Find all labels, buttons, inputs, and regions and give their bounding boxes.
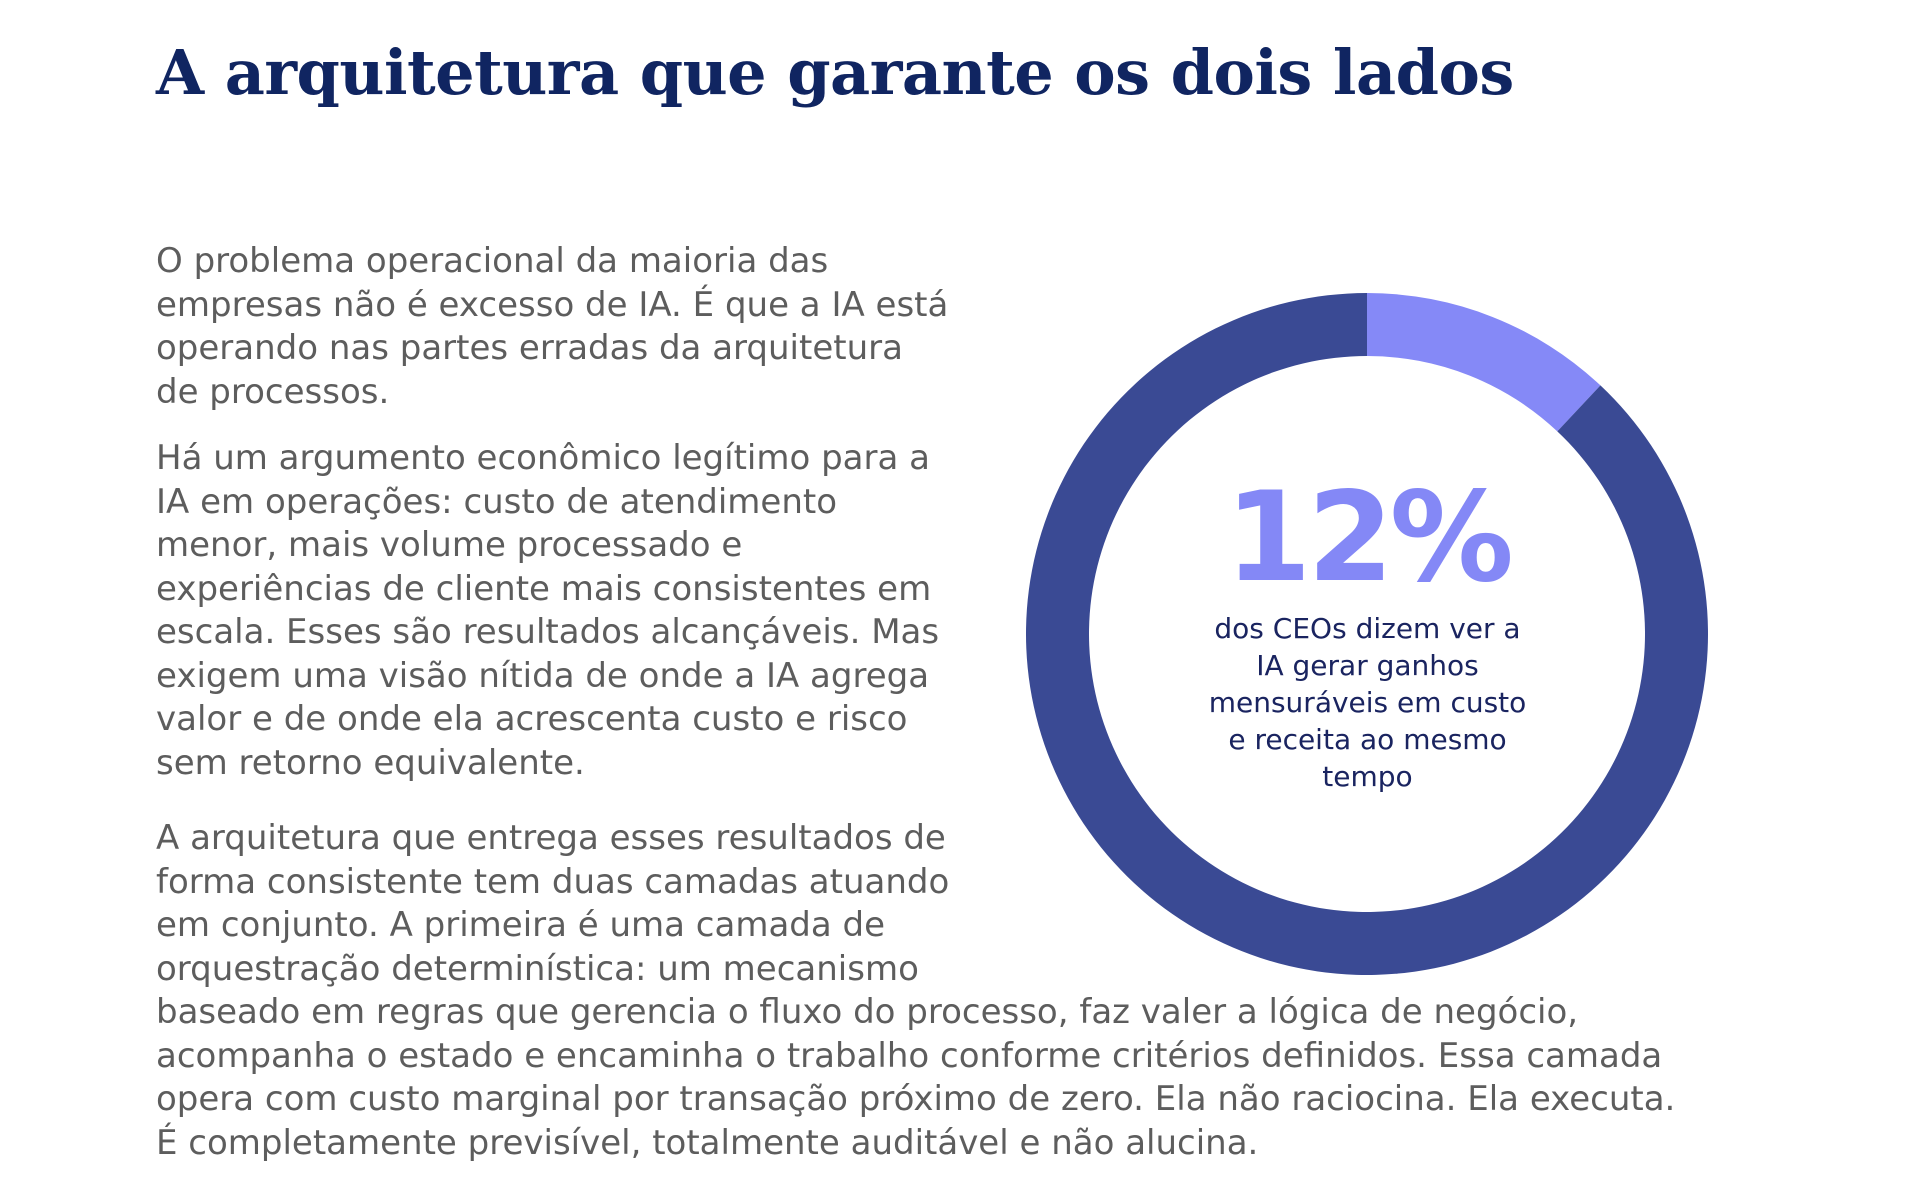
paragraph-line: orquestração determinística: um mecanism… bbox=[156, 948, 919, 989]
paragraph-line: forma consistente tem duas camadas atuan… bbox=[156, 861, 950, 902]
paragraph-line: opera com custo marginal por transação p… bbox=[156, 1079, 1676, 1119]
paragraph-line: exigem uma visão nítida de onde a IA agr… bbox=[156, 655, 930, 696]
paragraph-line: menor, mais volume processado e bbox=[156, 525, 743, 565]
stat-value: 12% bbox=[1225, 466, 1514, 610]
stat-caption-line: mensuráveis em custo bbox=[1208, 686, 1527, 719]
paragraph-problem: O problema operacional da maioria das em… bbox=[156, 240, 976, 414]
paragraph-line: escala. Esses são resultados alcançáveis… bbox=[156, 612, 940, 652]
paragraph-line: experiências de cliente mais consistente… bbox=[156, 568, 932, 609]
page-title: A arquitetura que garante os dois lados bbox=[156, 36, 1514, 109]
paragraph-line: A arquitetura que entrega esses resultad… bbox=[156, 818, 946, 858]
paragraph-line: valor e de onde ela acrescenta custo e r… bbox=[156, 699, 908, 739]
paragraph-line: baseado em regras que gerencia o fluxo d… bbox=[156, 992, 1579, 1032]
paragraph-architecture: A arquitetura que entrega esses resultad… bbox=[156, 817, 1756, 1165]
stat-caption: dos CEOs dizem ver a IA gerar ganhos men… bbox=[1140, 610, 1595, 795]
paragraph-line: em conjunto. A primeira é uma camada de bbox=[156, 905, 886, 945]
stat-callout: 12% dos CEOs dizem ver a IA gerar ganhos… bbox=[1140, 468, 1595, 795]
stat-caption-line: tempo bbox=[1322, 760, 1413, 793]
paragraph-line: operando nas partes erradas da arquitetu… bbox=[156, 328, 903, 368]
paragraph-line: É completamente previsível, totalmente a… bbox=[156, 1122, 1259, 1163]
paragraph-line: O problema operacional da maioria das bbox=[156, 241, 829, 281]
paragraph-line: acompanha o estado e encaminha o trabalh… bbox=[156, 1035, 1663, 1076]
paragraph-line: Há um argumento econômico legítimo para … bbox=[156, 438, 930, 478]
stat-caption-line: e receita ao mesmo bbox=[1228, 723, 1507, 756]
donut-chart bbox=[1026, 293, 1708, 975]
stat-caption-line: dos CEOs dizem ver a bbox=[1214, 612, 1521, 645]
paragraph-line: sem retorno equivalente. bbox=[156, 742, 585, 783]
paragraph-line: IA em operações: custo de atendimento bbox=[156, 481, 838, 522]
paragraph-line: de processos. bbox=[156, 371, 390, 412]
donut-slice-highlight bbox=[1367, 293, 1601, 432]
donut-chart-svg bbox=[1026, 293, 1708, 975]
paragraph-line: empresas não é excesso de IA. É que a IA… bbox=[156, 284, 949, 325]
paragraph-economic-argument: Há um argumento econômico legítimo para … bbox=[156, 437, 976, 785]
stat-caption-line: IA gerar ganhos bbox=[1256, 649, 1479, 682]
